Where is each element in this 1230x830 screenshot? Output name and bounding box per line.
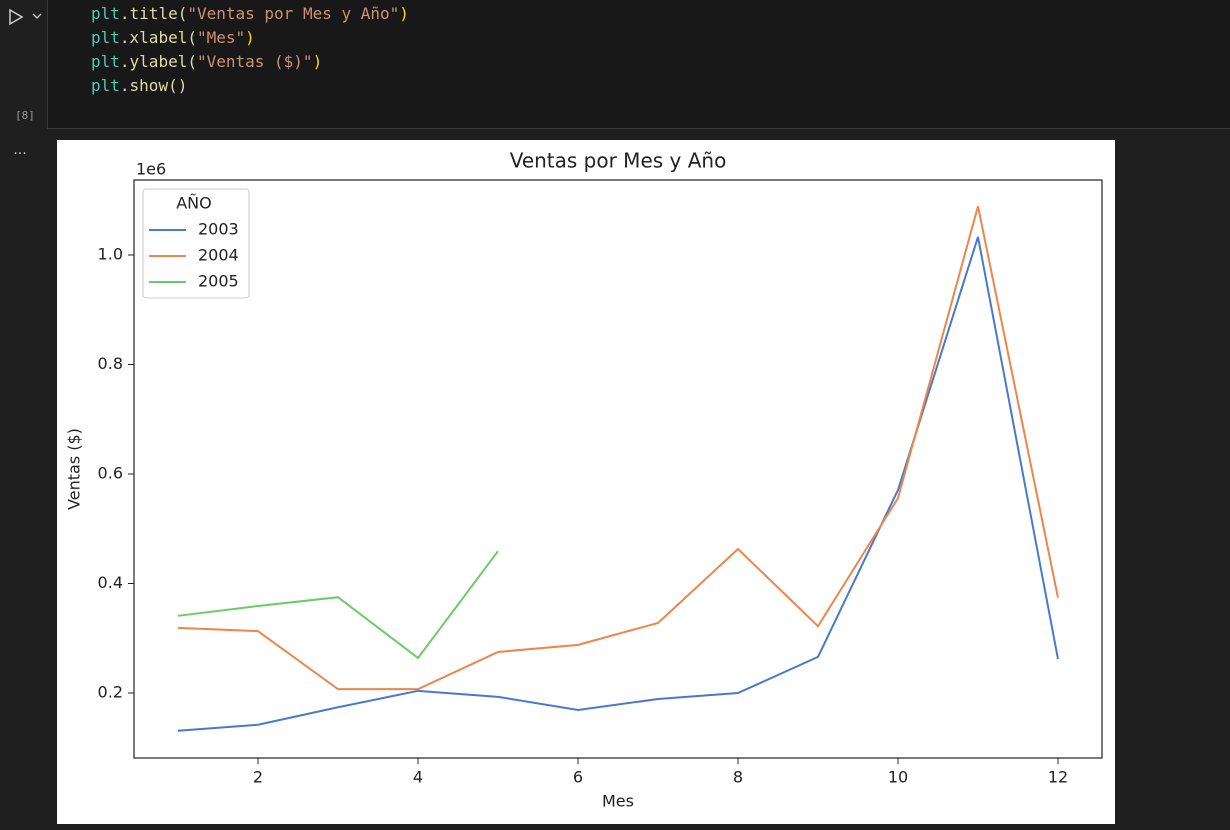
code-line: plt.title("Ventas por Mes y Año"): [91, 2, 409, 26]
run-menu[interactable]: [32, 13, 42, 19]
code-token: plt: [91, 76, 120, 95]
legend-label: 2003: [198, 220, 239, 239]
x-axis-label: Mes: [602, 792, 634, 811]
code-token: ): [312, 52, 323, 71]
plot-frame: [133, 179, 1103, 759]
code-token: .show(): [119, 76, 188, 95]
code-token: .xlabel(: [119, 28, 197, 47]
code-token: plt: [91, 52, 120, 71]
x-tick-label: 8: [733, 768, 743, 787]
code-line: plt.ylabel("Ventas ($)"): [91, 50, 322, 74]
code-token: "Mes": [196, 28, 246, 47]
y-tick-label: 0.8: [98, 354, 123, 373]
legend-title: AÑO: [176, 194, 212, 213]
legend-label: 2004: [198, 246, 239, 265]
x-tick-label: 6: [573, 768, 583, 787]
y-offset-label: 1e6: [136, 160, 166, 179]
legend: AÑO 2003 2004 2005: [142, 188, 250, 299]
series-line: [177, 206, 1059, 691]
x-tick-label: 12: [1048, 768, 1068, 787]
y-tick-label: 0.6: [98, 464, 123, 483]
x-tick-label: 4: [413, 768, 423, 787]
series-line: [177, 550, 499, 660]
code-token: .ylabel(: [119, 52, 197, 71]
x-tick-label: 10: [888, 768, 908, 787]
code-token: "Ventas por Mes y Año": [187, 4, 400, 23]
code-line: plt.xlabel("Mes"): [91, 26, 255, 50]
legend-label: 2005: [198, 272, 239, 291]
y-tick-label: 1.0: [98, 245, 123, 264]
code-token: ): [245, 28, 255, 47]
code-token: plt: [91, 4, 120, 23]
code-token: plt: [91, 28, 120, 47]
legend-box: [142, 188, 250, 299]
chart: Ventas por Mes y Año Mes Ventas ($) 1e6 2 4 6 8…: [57, 140, 1115, 824]
execution-count: [8]: [15, 109, 35, 122]
code-token: .title(: [119, 4, 188, 23]
code-token: ): [399, 4, 409, 23]
y-axis-label: Ventas ($): [65, 428, 84, 510]
output-marker[interactable]: ...: [13, 142, 26, 158]
y-tick-label: 0.2: [98, 683, 123, 702]
gutter: [8] ...: [9, 8, 42, 158]
code-line: plt.show(): [91, 74, 187, 98]
y-tick-label: 0.4: [98, 573, 123, 592]
cell-border: [47, 0, 1230, 129]
code-token: "Ventas ($)": [196, 52, 313, 71]
chart-title: Ventas por Mes y Año: [510, 149, 727, 173]
run-button[interactable]: [9, 8, 24, 26]
x-tick-label: 2: [253, 768, 263, 787]
series-line: [177, 236, 1059, 732]
